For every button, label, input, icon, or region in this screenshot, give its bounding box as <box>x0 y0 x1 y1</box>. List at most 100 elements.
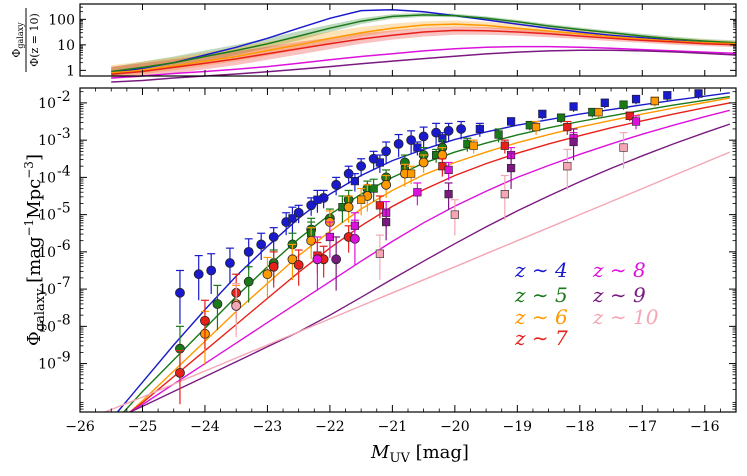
data-point <box>506 163 516 173</box>
legend-entry-z7: z ∼ 7 <box>514 326 568 350</box>
x-tick-label: −24 <box>190 419 220 435</box>
ratio-line-z-9 <box>111 49 737 83</box>
legend-entry-z4: z ∼ 4 <box>514 258 568 282</box>
x-tick-label: −17 <box>628 419 658 435</box>
ratio-line-z-6 <box>111 23 737 74</box>
data-point <box>650 96 659 106</box>
data-point <box>531 123 541 132</box>
data-point <box>413 188 422 197</box>
y-tick-label-exponent: -6 <box>57 238 71 254</box>
x-tick-label: −23 <box>253 419 283 435</box>
points-z-9-square <box>382 128 578 241</box>
data-point <box>175 287 185 298</box>
y-tick-label-exponent: -3 <box>57 126 71 142</box>
x-tick-label: −22 <box>315 419 345 435</box>
data-point <box>563 162 572 171</box>
x-tick-label: −25 <box>128 419 158 435</box>
data-point <box>313 195 322 204</box>
ratio-y-tick-label: 1 <box>66 63 75 79</box>
y-tick-label-exponent: -5 <box>57 201 71 217</box>
data-point <box>500 190 509 199</box>
y-tick-label: 10 <box>38 96 56 112</box>
y-tick-label-exponent: -4 <box>57 163 71 179</box>
y-tick-label-exponent: -2 <box>57 89 71 105</box>
data-point <box>212 299 223 309</box>
points-z-4-circle <box>175 120 467 325</box>
data-point <box>494 130 503 139</box>
data-point <box>600 98 609 107</box>
data-point <box>357 195 366 204</box>
data-point <box>619 100 628 109</box>
x-tick-label: −26 <box>65 419 95 435</box>
data-point <box>243 246 254 257</box>
data-point <box>456 124 467 134</box>
ratio-y-label: Φgalaxy Φ(z = 10) <box>10 8 41 72</box>
points-z-9-circle <box>331 236 342 291</box>
data-point <box>382 217 391 227</box>
data-point <box>538 109 547 119</box>
data-point <box>381 179 392 190</box>
ratio-lines <box>111 8 737 83</box>
points-z-6-circle <box>200 146 448 366</box>
points-z-6-square <box>357 96 659 216</box>
y-tick-label: 10 <box>38 357 56 373</box>
data-point <box>256 239 267 250</box>
legend: z ∼ 4 z ∼ 5 z ∼ 6 z ∼ 7 z ∼ 8 z ∼ 9 z ∼ … <box>514 258 659 350</box>
fit-curves <box>104 92 731 413</box>
y-tick-label-exponent: -9 <box>57 350 71 366</box>
data-point <box>594 108 603 117</box>
y-tick-label: 10 <box>38 319 56 335</box>
legend-entry-z8: z ∼ 8 <box>592 258 646 282</box>
data-point <box>293 259 304 270</box>
y-tick-label: 10 <box>38 208 56 224</box>
ratio-band-z-6-band <box>111 20 736 77</box>
ratio-band-z-5-band <box>111 12 736 77</box>
ratio-line-z-4 <box>111 8 737 74</box>
data-point <box>663 91 672 100</box>
y-axis-label: Φgalaxy [mag−1Mpc−3] <box>22 154 48 346</box>
data-point <box>206 265 217 276</box>
data-point <box>375 158 384 167</box>
legend-entry-z10: z ∼ 10 <box>592 305 659 329</box>
data-point <box>556 113 566 122</box>
data-point <box>350 177 359 186</box>
data-points <box>175 89 703 405</box>
data-point <box>444 165 453 175</box>
data-point <box>200 315 210 326</box>
data-point <box>369 184 378 193</box>
data-point <box>418 131 429 142</box>
ratio-bands <box>111 12 736 80</box>
data-point <box>350 221 359 230</box>
data-point <box>381 146 392 157</box>
data-point <box>356 161 367 172</box>
fit-curve-z-8-fit <box>129 109 730 413</box>
x-tick-label: −19 <box>503 419 533 435</box>
ratio-y-label-numerator: Φgalaxy <box>10 22 25 58</box>
points-z-10-circle <box>231 282 242 338</box>
points-z-4-square <box>288 89 703 234</box>
data-point <box>631 117 641 126</box>
data-point <box>407 169 416 178</box>
data-point <box>469 141 478 150</box>
ratio-line-z-5 <box>111 14 737 73</box>
y-tick-label: 10 <box>38 133 56 149</box>
data-point <box>243 276 254 287</box>
ratio-line-z-8 <box>111 45 737 79</box>
ratio-y-tick-label: 100 <box>48 12 75 28</box>
x-axis-label: MUV [mag] <box>370 442 469 466</box>
ratio-panel-frame <box>79 3 737 77</box>
data-point <box>331 179 342 190</box>
ratio-y-tick-label: 10 <box>57 38 75 54</box>
y-tick-label: 10 <box>38 245 56 261</box>
data-point <box>268 232 279 242</box>
data-point <box>312 254 323 265</box>
legend-entry-z6: z ∼ 6 <box>514 305 568 329</box>
data-point <box>406 135 417 146</box>
ratio-line-z-7 <box>111 29 737 76</box>
data-point <box>443 125 454 136</box>
data-point <box>268 261 279 272</box>
data-point <box>193 269 204 280</box>
x-tick-label: −20 <box>440 419 470 435</box>
